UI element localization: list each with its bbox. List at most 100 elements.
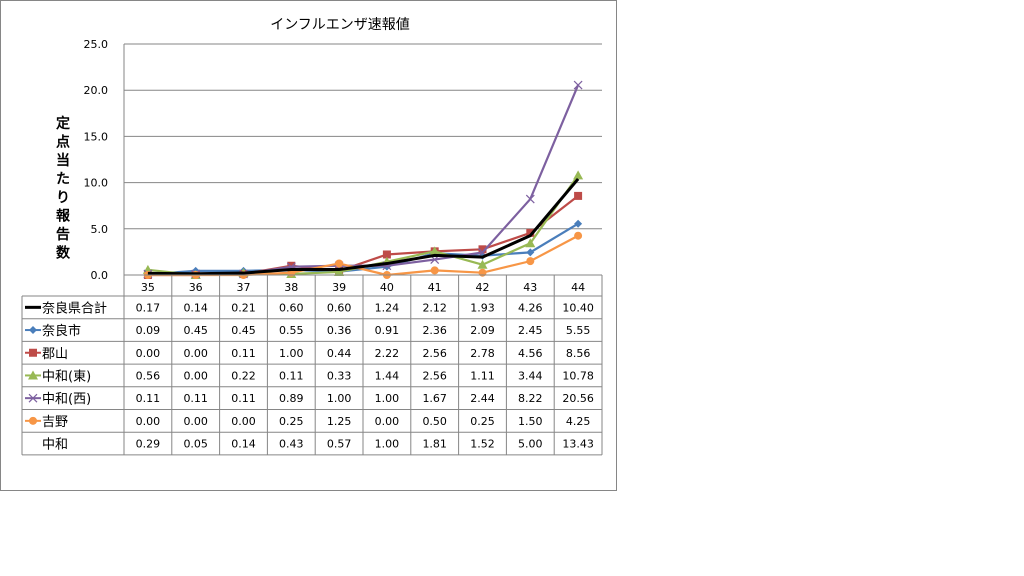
y-tick-label: 10.0 <box>84 177 109 190</box>
data-label: 10.78 <box>562 369 594 382</box>
data-label: 0.05 <box>183 438 208 451</box>
data-point <box>525 238 536 248</box>
data-label: 1.50 <box>518 415 543 428</box>
data-point <box>382 250 391 259</box>
data-label: 0.43 <box>279 438 304 451</box>
legend-marker <box>29 348 37 357</box>
table-row: 吉野 0.00 0.00 0.00 0.25 1.25 0.00 0.50 0.25 1.50 4.… <box>25 415 590 430</box>
data-label: 1.81 <box>422 438 447 451</box>
data-label: 5.55 <box>566 324 591 337</box>
y-tick-label: 5.0 <box>91 223 109 236</box>
data-point <box>574 191 583 200</box>
data-label: 0.45 <box>231 324 256 337</box>
series-name: 中和(西) <box>42 392 91 407</box>
data-label: 0.60 <box>327 301 352 314</box>
y-axis-label-char: 数 <box>56 245 71 262</box>
data-label: 0.22 <box>231 369 256 382</box>
data-label: 0.29 <box>136 438 161 451</box>
data-label: 1.93 <box>470 301 495 314</box>
data-label: 0.11 <box>183 392 208 405</box>
data-label: 0.00 <box>183 369 208 382</box>
y-axis-label-char: り <box>56 190 70 206</box>
data-point <box>429 246 440 256</box>
data-label: 1.11 <box>470 369 495 382</box>
data-label: 8.56 <box>566 347 591 360</box>
chart-title: インフルエンザ速報値 <box>270 17 410 33</box>
data-label: 0.25 <box>279 415 304 428</box>
data-point <box>478 245 487 254</box>
data-label: 4.26 <box>518 301 543 314</box>
data-label: 2.56 <box>422 347 447 360</box>
data-label: 1.44 <box>375 369 400 382</box>
data-label: 0.11 <box>231 347 256 360</box>
x-tick-label: 37 <box>237 281 251 294</box>
data-label: 0.25 <box>470 415 495 428</box>
data-point <box>573 170 584 180</box>
data-label: 0.44 <box>327 347 352 360</box>
data-point <box>526 257 535 266</box>
y-tick-label: 20.0 <box>84 84 109 97</box>
data-point <box>573 80 583 90</box>
data-label: 1.24 <box>375 301 400 314</box>
data-label: 0.00 <box>183 347 208 360</box>
data-label: 20.56 <box>562 392 594 405</box>
data-label: 0.00 <box>136 347 161 360</box>
data-label: 1.67 <box>422 392 447 405</box>
table-row: 奈良市 0.09 0.45 0.45 0.55 0.36 0.91 2.36 2.09 2.45 5… <box>25 323 590 339</box>
y-axis-label-char: 告 <box>56 226 70 243</box>
y-axis-label-char: 定 <box>56 115 70 132</box>
data-label: 0.09 <box>136 324 161 337</box>
data-label: 0.11 <box>136 392 161 405</box>
x-tick-label: 41 <box>428 281 442 294</box>
data-label: 0.11 <box>279 369 304 382</box>
data-label: 1.00 <box>327 392 352 405</box>
legend-marker <box>29 416 37 425</box>
series-name: 中和 <box>42 438 68 453</box>
data-point <box>334 266 345 276</box>
data-label: 0.11 <box>231 392 256 405</box>
data-label: 0.14 <box>183 301 208 314</box>
y-axis-label-char: た <box>56 172 70 188</box>
x-tick-label: 40 <box>380 281 394 294</box>
x-tick-label: 39 <box>332 281 346 294</box>
data-label: 2.12 <box>422 301 447 314</box>
data-label: 4.25 <box>566 415 591 428</box>
data-label: 4.56 <box>518 347 543 360</box>
series-name: 中和(東) <box>42 368 91 384</box>
data-label: 1.25 <box>327 415 352 428</box>
chart-frame <box>0 0 617 491</box>
data-label: 0.91 <box>375 324 400 337</box>
data-label: 0.00 <box>231 415 256 428</box>
data-label: 0.36 <box>327 324 352 337</box>
data-label: 1.52 <box>470 438 495 451</box>
data-label: 2.36 <box>422 324 447 337</box>
data-label: 2.22 <box>375 347 400 360</box>
y-tick-label: 25.0 <box>84 38 109 51</box>
y-axis-label-char: 報 <box>56 208 71 225</box>
y-tick-label: 0.0 <box>91 269 109 282</box>
data-label: 0.89 <box>279 392 304 405</box>
data-label: 2.56 <box>422 369 447 382</box>
y-tick-label: 15.0 <box>84 130 109 143</box>
data-label: 1.00 <box>279 347 304 360</box>
data-label: 0.00 <box>136 415 161 428</box>
series-name: 吉野 <box>42 415 68 430</box>
data-label: 10.40 <box>562 301 594 314</box>
legend-marker <box>28 393 38 403</box>
data-point <box>525 194 535 204</box>
data-point <box>574 231 583 240</box>
table-row: 中和(東) 0.56 0.00 0.22 0.11 0.33 1.44 2.56 1.11 3.4… <box>25 368 594 384</box>
data-label: 0.00 <box>183 415 208 428</box>
data-label: 0.17 <box>136 301 161 314</box>
x-tick-label: 44 <box>571 281 585 294</box>
x-tick-label: 36 <box>189 281 203 294</box>
data-point <box>335 259 344 268</box>
table-row: 奈良県合計 0.17 0.14 0.21 0.60 0.60 1.24 2.12 1.93 4.2… <box>25 300 594 316</box>
data-label: 2.78 <box>470 347 495 360</box>
series-name: 郡山 <box>42 347 68 362</box>
data-label: 2.44 <box>470 392 495 405</box>
data-point <box>574 219 583 228</box>
series-line <box>147 177 580 276</box>
